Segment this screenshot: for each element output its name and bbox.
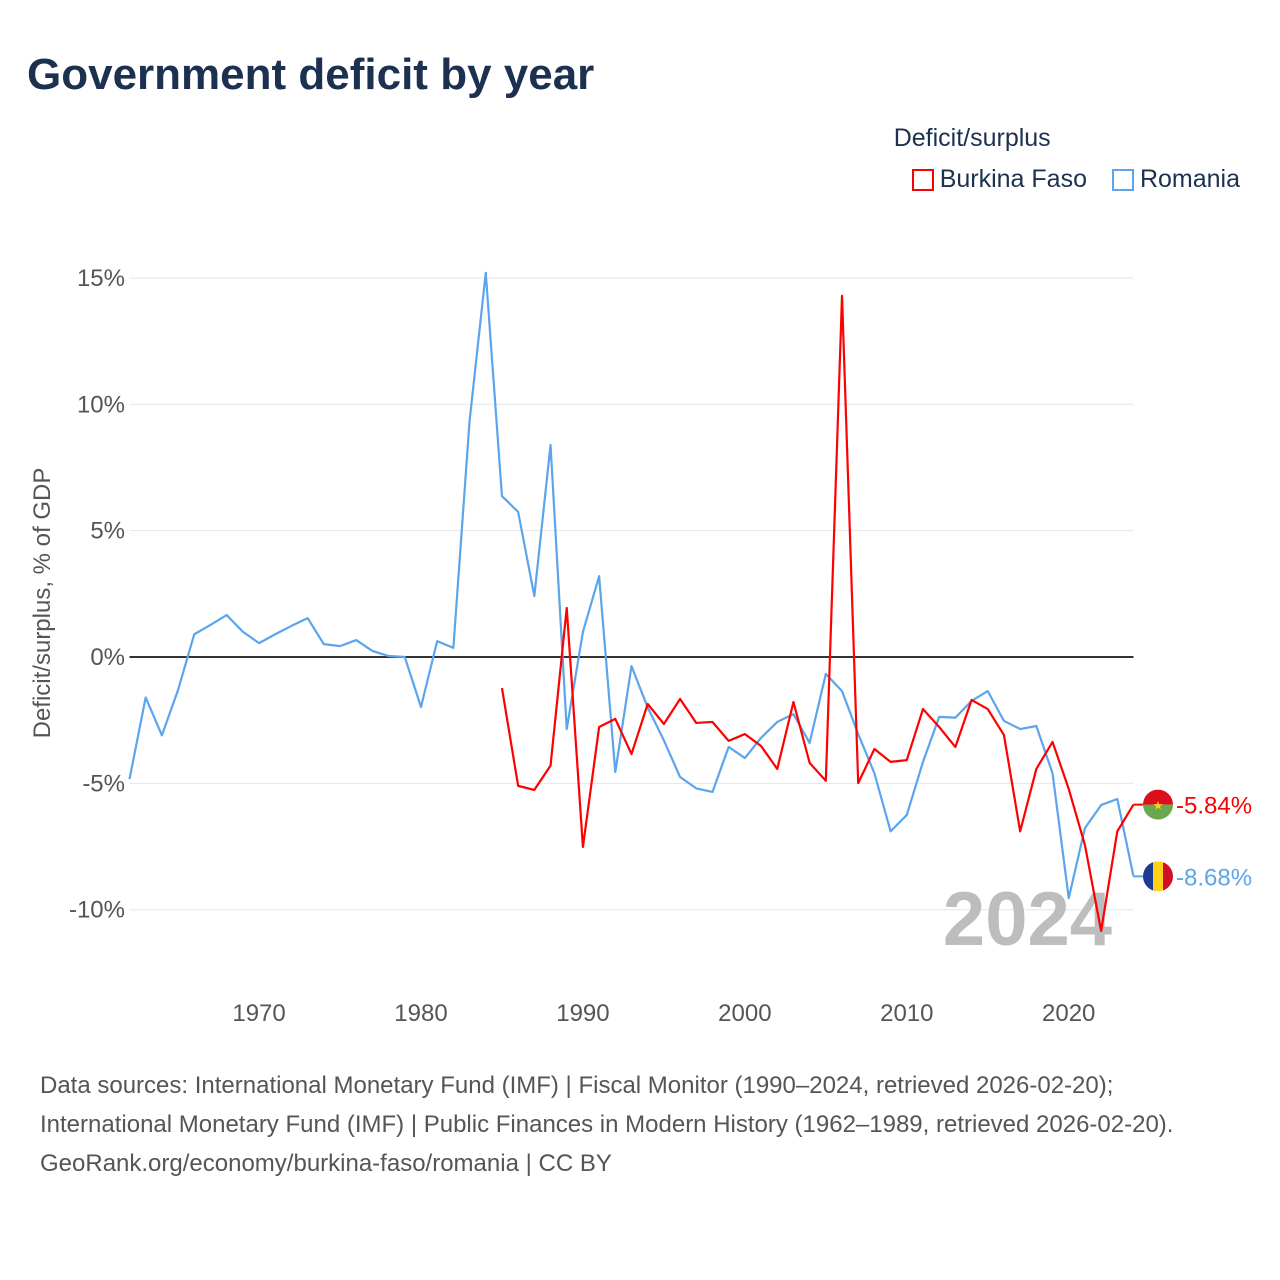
flag-stripe xyxy=(1163,861,1173,892)
source-link[interactable]: GeoRank.org/economy/burkina-faso/romania… xyxy=(40,1150,612,1177)
flag-star-icon: ★ xyxy=(1153,799,1164,813)
legend-item-romania[interactable]: Romania xyxy=(1111,165,1240,194)
flag-stripe xyxy=(1153,861,1163,892)
x-tick-label: 2010 xyxy=(880,1000,933,1027)
series-line-burkina-faso xyxy=(500,294,1135,933)
legend: Deficit/surplus Burkina Faso Romania xyxy=(894,124,1240,198)
y-tick-label: 10% xyxy=(77,391,125,418)
footer: Data sources: International Monetary Fun… xyxy=(40,1066,1240,1183)
y-tick-label: -5% xyxy=(82,770,125,797)
y-axis-label: Deficit/surplus, % of GDP xyxy=(29,468,56,739)
legend-swatch xyxy=(1111,168,1134,191)
series-line-romania xyxy=(128,271,1135,900)
y-tick-label: 5% xyxy=(90,518,125,545)
y-tick-label: -10% xyxy=(69,897,125,924)
burkina-faso-flag-icon: ★ xyxy=(1143,789,1173,820)
y-tick-label: 0% xyxy=(90,644,125,671)
flag-stripe xyxy=(1143,789,1173,805)
x-tick-label: 1990 xyxy=(556,1000,609,1027)
end-value-label: -5.84% xyxy=(1176,793,1252,820)
data-sources: Data sources: International Monetary Fun… xyxy=(40,1072,1174,1138)
legend-swatch xyxy=(911,168,934,191)
flag-stripe xyxy=(1143,861,1153,892)
legend-label: Romania xyxy=(1139,165,1240,193)
x-tick-label: 1970 xyxy=(232,1000,285,1027)
x-tick-label: 1980 xyxy=(394,1000,447,1027)
y-tick-label: 15% xyxy=(77,265,125,292)
x-tick-label: 2020 xyxy=(1042,1000,1095,1027)
year-label: 2024 xyxy=(943,877,1112,962)
romania-flag-icon xyxy=(1143,861,1173,892)
legend-item-burkina-faso[interactable]: Burkina Faso xyxy=(911,165,1087,194)
legend-label: Burkina Faso xyxy=(939,165,1087,193)
flag-stripe xyxy=(1143,804,1173,820)
end-value-label: -8.68% xyxy=(1176,864,1252,891)
x-tick-label: 2000 xyxy=(718,1000,771,1027)
line-chart: 15% 10% 5% 0% -5% -10% 1970 1980 1990 2000 2010 202… xyxy=(29,265,1252,1027)
legend-title: Deficit/surplus xyxy=(893,124,1051,152)
chart-title: Government deficit by year xyxy=(27,50,595,99)
